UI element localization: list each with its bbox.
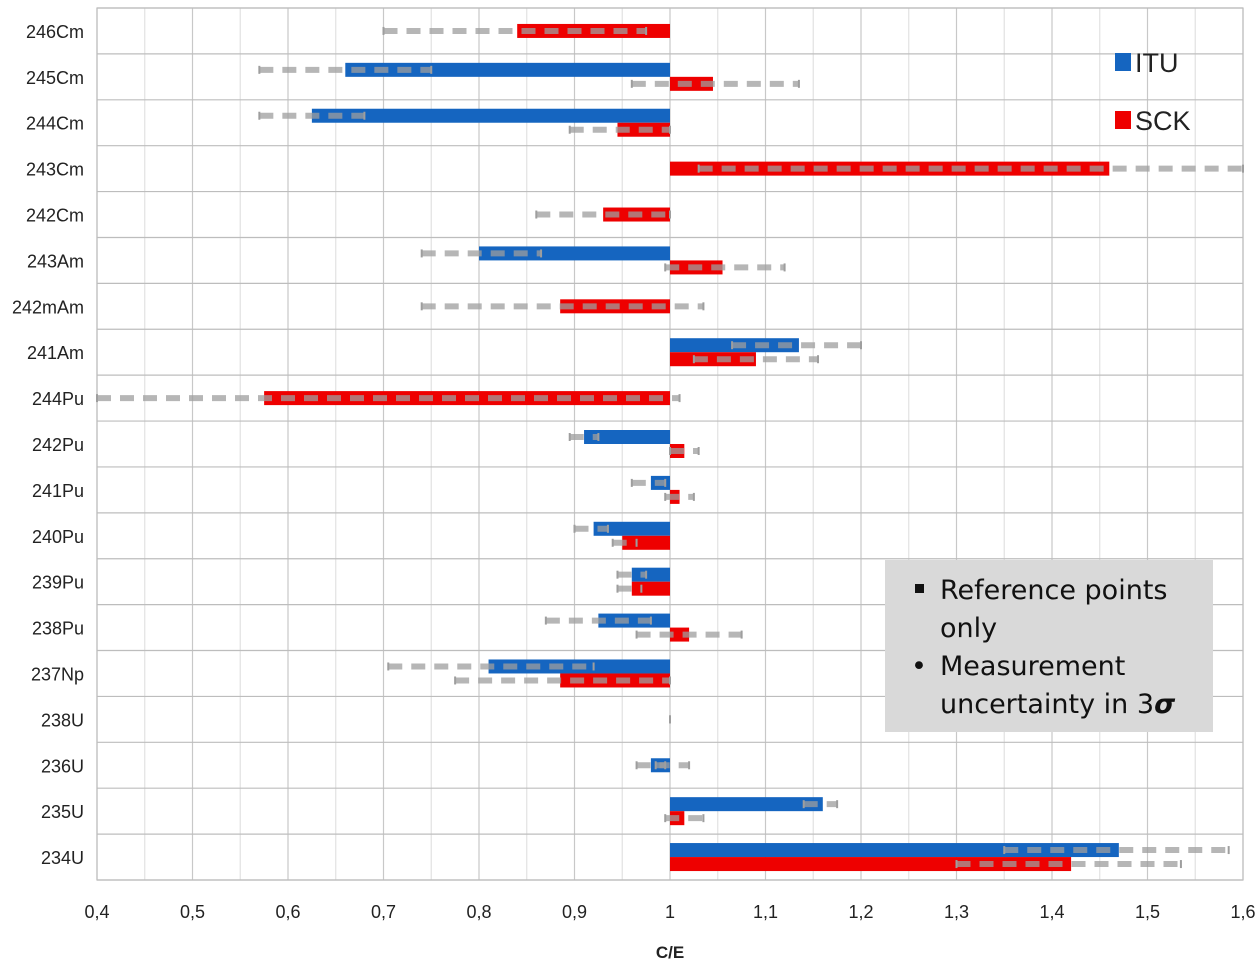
note-item-reference: Reference points only bbox=[907, 572, 1199, 648]
category-label: 244Pu bbox=[32, 389, 84, 409]
x-tick-label: 0,7 bbox=[371, 902, 396, 922]
bar-sck bbox=[560, 673, 670, 688]
bar-sck bbox=[670, 627, 690, 642]
category-label: 239Pu bbox=[32, 573, 84, 593]
category-label: 238Pu bbox=[32, 619, 84, 639]
bar-itu bbox=[479, 246, 670, 261]
category-label: 236U bbox=[41, 756, 84, 776]
legend-label-itu: ITU bbox=[1135, 48, 1179, 78]
bar-itu bbox=[593, 521, 670, 536]
legend-swatch-itu bbox=[1115, 53, 1131, 71]
x-tick-label: 1,5 bbox=[1135, 902, 1160, 922]
bar-itu bbox=[311, 108, 670, 123]
plot-frame bbox=[96, 7, 1244, 881]
category-label: 241Am bbox=[27, 343, 84, 363]
x-tick-label: 1,6 bbox=[1230, 902, 1255, 922]
bar-itu bbox=[670, 843, 1119, 858]
category-label: 238U bbox=[41, 710, 84, 730]
x-tick-label: 0,8 bbox=[466, 902, 491, 922]
annotation-box: Reference points only Measurement uncert… bbox=[885, 560, 1213, 732]
bar-sck bbox=[670, 352, 756, 367]
category-label: 234U bbox=[41, 848, 84, 868]
category-label: 245Cm bbox=[26, 68, 84, 88]
x-tick-label: 1,2 bbox=[848, 902, 873, 922]
bar-itu bbox=[598, 613, 670, 628]
category-label: 241Pu bbox=[32, 481, 84, 501]
category-label: 243Cm bbox=[26, 160, 84, 180]
category-label: 242Pu bbox=[32, 435, 84, 455]
category-label: 246Cm bbox=[26, 22, 84, 42]
x-tick-label: 1,3 bbox=[944, 902, 969, 922]
bar-sck bbox=[622, 535, 670, 550]
category-label: 240Pu bbox=[32, 527, 84, 547]
category-label: 243Am bbox=[27, 251, 84, 271]
bar-itu bbox=[584, 430, 670, 444]
x-tick-label: 1,4 bbox=[1039, 902, 1064, 922]
x-tick-label: 1,1 bbox=[753, 902, 778, 922]
x-tick-label: 1 bbox=[665, 902, 675, 922]
bar-sck bbox=[631, 581, 670, 596]
category-label: 244Cm bbox=[26, 114, 84, 134]
sigma-symbol: σ bbox=[1154, 689, 1176, 720]
square-bullet-icon bbox=[907, 572, 931, 610]
category-label: 235U bbox=[41, 802, 84, 822]
note-reference-text: Reference points only bbox=[940, 575, 1168, 644]
x-tick-label: 0,9 bbox=[562, 902, 587, 922]
legend-label-sck: SCK bbox=[1135, 106, 1191, 136]
bar-itu bbox=[345, 62, 670, 77]
bar-itu bbox=[670, 797, 823, 812]
x-tick-label: 0,6 bbox=[275, 902, 300, 922]
category-label: 237Np bbox=[31, 664, 84, 684]
x-axis-title: C/E bbox=[656, 943, 684, 962]
note-uncertainty-text: Measurement uncertainty in 3 bbox=[940, 651, 1155, 720]
bar-sck bbox=[670, 857, 1072, 872]
note-item-uncertainty: Measurement uncertainty in 3σ bbox=[907, 648, 1199, 724]
category-label: 242mAm bbox=[12, 297, 84, 317]
x-tick-label: 0,4 bbox=[84, 902, 109, 922]
legend-swatch-sck bbox=[1115, 111, 1131, 129]
x-tick-label: 0,5 bbox=[180, 902, 205, 922]
category-label: 242Cm bbox=[26, 206, 84, 226]
bar-itu bbox=[631, 567, 670, 582]
dot-bullet-icon bbox=[907, 648, 931, 686]
